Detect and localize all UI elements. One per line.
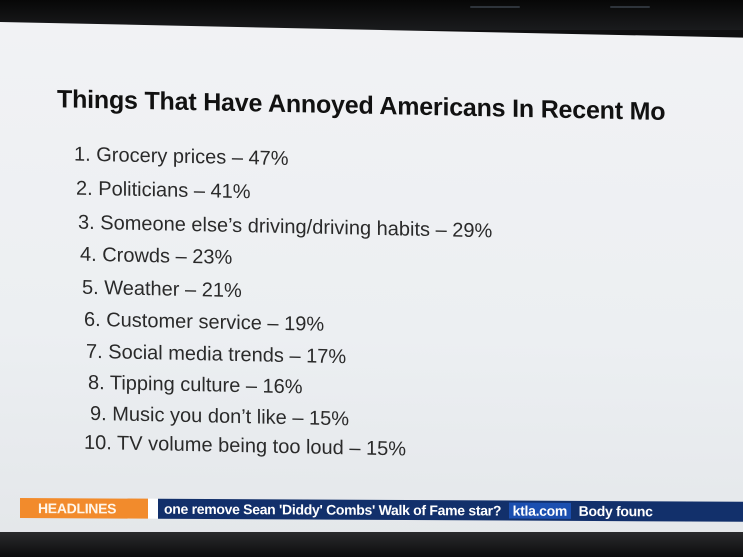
list-item: 4. Crowds – 23% [80, 243, 233, 269]
bezel-reflection [610, 6, 650, 8]
ticker-headlines-label: HEADLINES [20, 498, 148, 519]
list-item: 7. Social media trends – 17% [86, 340, 347, 369]
tv-screen: Things That Have Annoyed Americans In Re… [0, 22, 743, 548]
list-item: 9. Music you don’t like – 15% [90, 402, 350, 431]
list-item: 5. Weather – 21% [82, 276, 242, 303]
list-item: 1. Grocery prices – 47% [74, 143, 289, 171]
ticker-next-headline: Body founc [578, 502, 653, 520]
ticker-separator [148, 498, 158, 519]
list-item: 3. Someone else’s driving/driving habits… [78, 211, 493, 243]
news-ticker: HEADLINES one remove Sean 'Diddy' Combs'… [20, 498, 743, 522]
tv-bottom-bezel [0, 532, 743, 557]
bezel-reflection [470, 6, 520, 8]
ticker-headline: one remove Sean 'Diddy' Combs' Walk of F… [164, 500, 502, 519]
list-item: 8. Tipping culture – 16% [88, 371, 303, 399]
ticker-crawl: one remove Sean 'Diddy' Combs' Walk of F… [158, 498, 743, 522]
ticker-source: ktla.com [508, 502, 572, 519]
list-item: 10. TV volume being too loud – 15% [84, 431, 407, 461]
list-item: 6. Customer service – 19% [84, 308, 325, 336]
slide-title: Things That Have Annoyed Americans In Re… [57, 85, 666, 126]
list-item: 2. Politicians – 41% [76, 177, 251, 204]
